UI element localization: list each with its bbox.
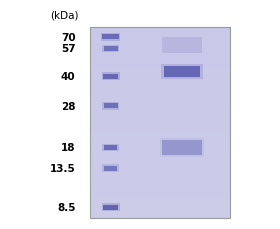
Bar (90, 132, 230, 135)
Bar (90, 104, 230, 107)
Bar (90, 164, 230, 167)
Bar (90, 88, 230, 91)
Bar (164, 67, 200, 77)
Bar (90, 53, 230, 56)
Bar (90, 81, 230, 85)
Bar (160, 138, 204, 158)
Bar (90, 199, 230, 202)
Text: 8.5: 8.5 (57, 202, 76, 212)
Bar (90, 27, 230, 218)
Bar (102, 35, 119, 40)
Bar (90, 135, 230, 138)
Bar (90, 46, 230, 50)
Bar (103, 74, 118, 79)
Bar (90, 110, 230, 113)
Bar (90, 59, 230, 62)
Bar (90, 157, 230, 161)
Bar (90, 40, 230, 43)
Bar (90, 142, 230, 145)
Bar (90, 129, 230, 132)
Bar (90, 123, 230, 126)
Bar (104, 145, 117, 150)
Bar (90, 186, 230, 189)
Bar (90, 145, 230, 148)
Bar (101, 34, 120, 41)
Bar (90, 97, 230, 100)
Bar (90, 65, 230, 69)
Bar (90, 183, 230, 186)
Bar (90, 119, 230, 123)
Bar (102, 103, 119, 110)
Bar (162, 140, 202, 155)
Bar (90, 94, 230, 97)
Bar (161, 65, 203, 79)
Bar (90, 180, 230, 183)
Bar (90, 50, 230, 53)
Bar (90, 85, 230, 88)
Bar (90, 173, 230, 176)
Bar (90, 214, 230, 218)
Bar (90, 208, 230, 211)
Bar (90, 116, 230, 119)
Text: 70: 70 (61, 33, 76, 43)
Bar (90, 189, 230, 192)
Bar (90, 195, 230, 199)
Bar (90, 34, 230, 37)
Bar (90, 62, 230, 65)
Bar (90, 167, 230, 170)
Bar (90, 37, 230, 40)
Bar (104, 166, 117, 171)
Bar (104, 47, 118, 52)
Bar (102, 46, 119, 53)
Text: 57: 57 (61, 44, 76, 54)
Bar (90, 170, 230, 173)
Bar (90, 211, 230, 214)
Text: 40: 40 (61, 72, 76, 82)
Bar (90, 56, 230, 59)
Text: 13.5: 13.5 (50, 163, 76, 173)
Bar (90, 205, 230, 208)
Bar (90, 78, 230, 81)
Text: 18: 18 (61, 143, 76, 153)
Bar (104, 104, 118, 109)
Bar (101, 204, 120, 211)
Bar (90, 75, 230, 78)
Bar (90, 91, 230, 94)
Bar (102, 165, 119, 172)
Bar (90, 126, 230, 129)
Bar (90, 107, 230, 110)
Bar (90, 154, 230, 157)
Bar (90, 161, 230, 164)
Bar (90, 113, 230, 116)
Bar (90, 151, 230, 154)
Bar (90, 138, 230, 142)
Bar (90, 27, 230, 31)
Bar (102, 144, 119, 151)
Bar (162, 38, 202, 54)
Bar (90, 192, 230, 195)
Text: 28: 28 (61, 101, 76, 112)
Text: (kDa): (kDa) (50, 11, 78, 21)
Bar (90, 72, 230, 75)
Bar (90, 148, 230, 151)
Bar (103, 205, 118, 210)
Bar (90, 43, 230, 46)
Bar (90, 69, 230, 72)
Bar (101, 73, 120, 80)
Bar (90, 202, 230, 205)
Bar (90, 100, 230, 104)
Bar (90, 176, 230, 180)
Bar (90, 31, 230, 34)
